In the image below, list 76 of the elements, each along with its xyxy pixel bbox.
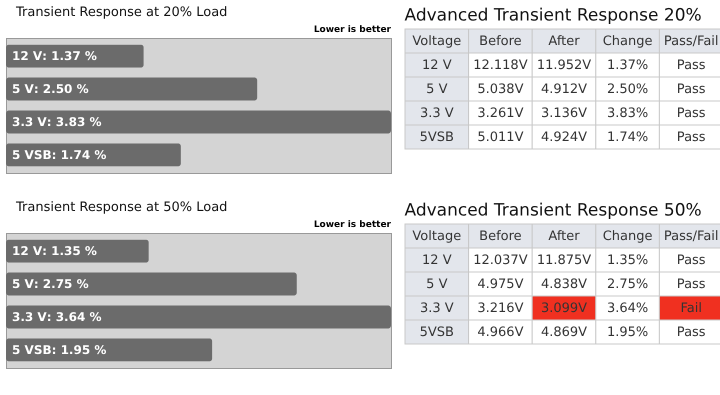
text: 4.838V [540,277,588,292]
text: Pass [676,253,706,268]
data-label: : 1.74 % [52,148,106,162]
category-label: Voltage [412,229,462,244]
category-label: Pass/Fail [664,34,719,49]
category-label: 5 V [12,82,34,96]
text: 12.118V [473,58,528,73]
text: Pass [676,106,706,121]
chart-title: Transient Response at 20% Load [15,5,228,20]
bar [6,305,391,328]
text: 3.64% [606,301,648,316]
text: Pass [676,277,706,292]
category-label: 3.3 V [12,114,47,129]
category-label: 5 VSB [12,148,52,162]
text: 5.038V [477,82,524,97]
category-label: 5 VSB [12,342,52,357]
text: 5 V [426,82,448,97]
data-label: : 1.35 % [42,244,97,258]
category-label: Before [479,34,522,49]
text: 1.95% [606,325,648,340]
text: 5VSB [420,130,454,145]
text: 4.869V [540,325,588,340]
text: Fail [680,301,702,316]
category-label: After [548,34,580,49]
category-label: Before [479,229,522,244]
text: Pass [676,82,706,97]
category-label: 3.3 V [12,310,47,324]
text: 3.216V [477,301,524,316]
text: Advanced Transient Response 50% [404,200,702,220]
text: 5 V [426,277,448,292]
text: 12.037V [473,253,528,268]
text: Lower is better [314,220,392,230]
bar [6,78,258,101]
text: 4.924V [540,130,588,145]
text: 12 V [422,253,452,268]
text: 1.37% [606,58,648,73]
text: 11.875V [536,253,592,268]
text: Pass [676,130,706,145]
bar [6,110,391,134]
text: 3.261V [477,106,524,121]
data-label: : 1.37 % [42,49,97,64]
chart-title: Transient Response at 50% Load [15,200,228,215]
text: 3.3 V [420,106,454,121]
data-label: : 3.83 % [46,114,102,129]
text: 2.75% [606,277,648,292]
text: 4.912V [540,82,588,97]
bar [6,272,297,296]
text: 3.3 V [420,301,454,316]
category-label: 12 V [12,244,42,258]
category-label: Change [602,34,652,49]
text: 5.011V [477,130,524,145]
text: 4.966V [477,325,524,340]
text: 1.74% [606,130,648,145]
data-label: : 1.95 % [52,342,106,357]
text: 12 V [422,58,452,73]
category-label: Voltage [412,34,462,49]
text: 3.83% [606,106,648,121]
text: 11.952V [536,58,592,73]
text: Lower is better [314,25,392,35]
text: 3.099V [540,301,588,316]
text: 2.50% [606,82,648,97]
text: Advanced Transient Response 20% [404,6,702,26]
category-label: After [548,229,580,244]
category-label: 5 V [12,277,34,292]
category-label: Pass/Fail [664,229,719,244]
text: Pass [676,325,706,340]
text: 4.975V [477,277,524,292]
text: 5VSB [420,325,454,340]
data-label: : 3.64 % [46,310,102,324]
category-label: 12 V [12,49,42,64]
data-label: : 2.50 % [34,82,89,96]
text: 1.35% [606,253,648,268]
category-label: Change [602,229,652,244]
data-label: : 2.75 % [34,277,89,292]
text: Pass [676,58,706,73]
text: 3.136V [540,106,588,121]
